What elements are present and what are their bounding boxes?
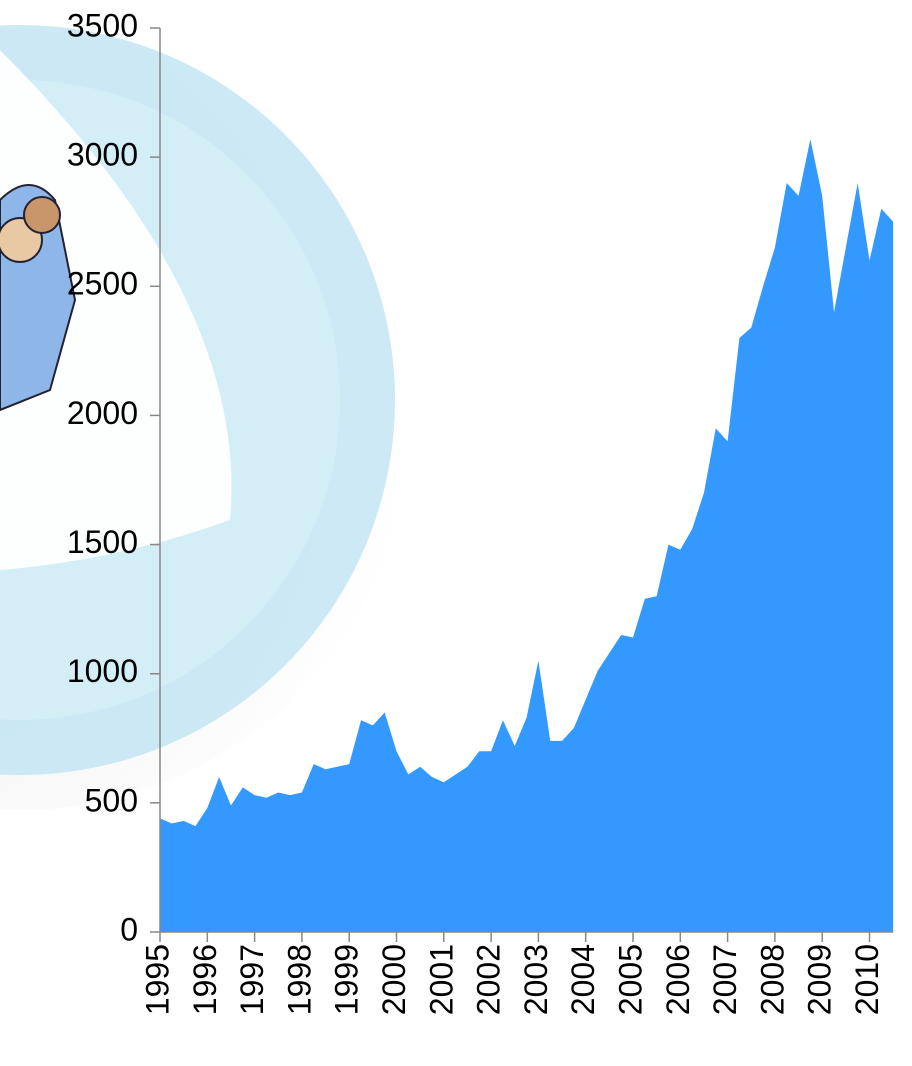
y-tick-label: 3500 — [67, 7, 138, 43]
x-tick-label: 1998 — [281, 944, 317, 1015]
x-tick-label: 2007 — [707, 944, 743, 1015]
x-tick-label: 2004 — [565, 944, 601, 1015]
y-tick-label: 500 — [85, 782, 138, 818]
y-tick-label: 3000 — [67, 137, 138, 173]
x-tick-label: 1997 — [234, 944, 270, 1015]
x-tick-label: 1996 — [187, 944, 223, 1015]
x-tick-label: 2002 — [471, 944, 507, 1015]
y-tick-label: 1000 — [67, 653, 138, 689]
x-tick-label: 1995 — [139, 944, 175, 1015]
area — [160, 139, 894, 932]
x-tick-label: 2008 — [754, 944, 790, 1015]
y-tick-label: 2500 — [67, 266, 138, 302]
x-tick-label: 2000 — [376, 944, 412, 1015]
y-tick-label: 2000 — [67, 395, 138, 431]
x-tick-label: 1999 — [329, 944, 365, 1015]
background-decoration — [0, 25, 410, 810]
x-tick-label: 2006 — [660, 944, 696, 1015]
x-tick-label: 2005 — [612, 944, 648, 1015]
x-tick-label: 2003 — [518, 944, 554, 1015]
y-tick-label: 1500 — [67, 524, 138, 560]
x-tick-label: 2010 — [849, 944, 885, 1015]
x-tick-label: 2001 — [423, 944, 459, 1015]
y-tick-label: 0 — [120, 911, 138, 947]
x-tick-label: 2009 — [802, 944, 838, 1015]
